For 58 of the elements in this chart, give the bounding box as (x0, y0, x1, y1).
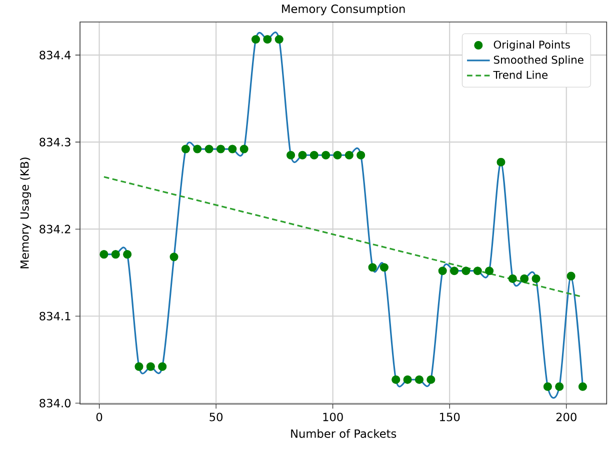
x-tick-label: 50 (210, 412, 223, 422)
point (240, 144, 248, 154)
point (228, 144, 237, 154)
point (392, 375, 400, 384)
x-tick-label: 150 (440, 412, 460, 422)
point (462, 266, 470, 276)
point (496, 158, 506, 166)
point (310, 150, 318, 160)
point (158, 362, 167, 371)
point (123, 250, 132, 259)
point (170, 252, 178, 262)
point (344, 150, 354, 160)
point (134, 362, 144, 371)
point (263, 35, 272, 44)
point (216, 144, 225, 154)
point (508, 274, 517, 283)
point (438, 266, 447, 276)
point (473, 266, 482, 276)
point (100, 250, 108, 259)
point (333, 150, 342, 160)
chart-title: Memory Consumption (282, 4, 405, 16)
y-tick-label: 834.2 (40, 224, 70, 234)
point (368, 263, 377, 272)
point (520, 274, 529, 283)
point (414, 375, 424, 384)
legend-label: Smoothed Spline (494, 56, 584, 66)
x-tick-label: 0 (96, 412, 102, 422)
point (181, 144, 190, 154)
point (356, 150, 366, 160)
y-axis-title: Memory Usage (KB) (20, 158, 32, 268)
point (298, 150, 307, 160)
point (566, 272, 576, 280)
point (426, 375, 436, 384)
x-tick-label: 200 (556, 412, 576, 422)
point (322, 150, 330, 160)
y-tick-label: 834.1 (40, 312, 70, 320)
x-tick-label: 100 (323, 412, 343, 422)
point (403, 375, 412, 384)
point (555, 382, 564, 391)
point (450, 266, 459, 276)
point (532, 274, 540, 283)
legend-label: Original Points (494, 40, 570, 51)
y-tick-label: 834.0 (40, 398, 71, 408)
point (543, 382, 552, 391)
y-tick-label: 834.3 (40, 138, 70, 146)
point (485, 266, 494, 276)
point (146, 362, 155, 371)
point (286, 150, 296, 160)
point (578, 382, 587, 391)
y-tick-label: 834.4 (40, 50, 71, 60)
x-axis-title: Number of Packets (291, 429, 396, 438)
point (251, 35, 260, 44)
legend-label: Trend Line (493, 70, 548, 79)
point (274, 35, 284, 44)
point (204, 144, 214, 154)
point (193, 144, 202, 154)
point (111, 250, 120, 259)
point (380, 263, 388, 272)
